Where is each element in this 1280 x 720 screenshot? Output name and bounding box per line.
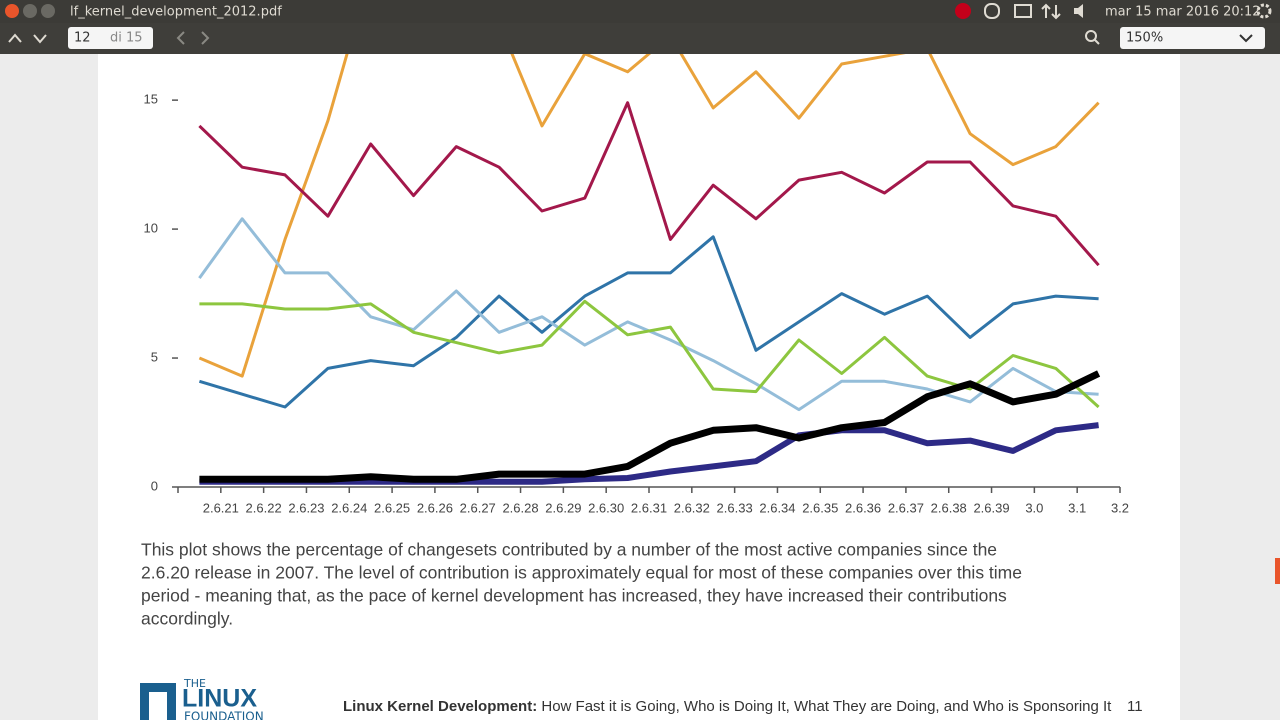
paragraph-line: period - meaning that, as the pace of ke… bbox=[141, 586, 1007, 606]
search-button[interactable] bbox=[1085, 30, 1097, 42]
toolbar bbox=[0, 23, 1280, 54]
x-tick-label: 2.6.28 bbox=[502, 500, 538, 515]
page-number: 12 bbox=[74, 31, 91, 46]
series-line bbox=[199, 370, 1101, 483]
series-line bbox=[199, 299, 1100, 409]
y-tick-label: 15 bbox=[144, 92, 158, 107]
zoom-value: 150% bbox=[1126, 31, 1163, 46]
x-tick-label: 2.6.36 bbox=[845, 500, 881, 515]
x-tick-label: 2.6.22 bbox=[246, 500, 282, 515]
x-tick-label: 2.6.29 bbox=[545, 500, 581, 515]
zoom-select[interactable] bbox=[1120, 27, 1265, 49]
search-button-handle bbox=[1094, 39, 1100, 45]
x-tick-label: 2.6.26 bbox=[417, 500, 453, 515]
footer-title-rest: How Fast it is Going, Who is Doing It, W… bbox=[541, 698, 1112, 715]
series-line bbox=[198, 101, 1100, 267]
logo-bottom: FOUNDATION bbox=[184, 710, 264, 720]
y-tick-label: 10 bbox=[144, 221, 158, 236]
x-tick-label: 2.6.39 bbox=[973, 500, 1009, 515]
y-tick-label: 5 bbox=[151, 349, 158, 364]
series-line bbox=[198, 54, 1100, 378]
x-tick-label: 2.6.35 bbox=[802, 500, 838, 515]
page-count: di 15 bbox=[110, 31, 143, 46]
network-icon[interactable] bbox=[1041, 3, 1061, 20]
x-tick-label: 2.6.38 bbox=[931, 500, 967, 515]
scroll-indicator[interactable] bbox=[1275, 558, 1280, 584]
footer-page-number: 11 bbox=[1127, 698, 1143, 715]
document-text: This plot shows the percentage of change… bbox=[141, 540, 1022, 629]
prev-page-button[interactable] bbox=[8, 33, 22, 43]
x-tick-label: 2.6.21 bbox=[203, 500, 239, 515]
back-button[interactable] bbox=[176, 31, 185, 45]
pdf-page bbox=[98, 54, 1180, 720]
x-tick-label: 2.6.37 bbox=[888, 500, 924, 515]
x-tick-label: 2.6.23 bbox=[288, 500, 324, 515]
settings-icon[interactable] bbox=[1256, 3, 1272, 19]
x-tick-label: 2.6.30 bbox=[588, 500, 624, 515]
tray-icon[interactable] bbox=[955, 3, 971, 19]
x-tick-label: 2.6.32 bbox=[674, 500, 710, 515]
y-tick-label: 0 bbox=[151, 478, 158, 493]
tray-icon[interactable] bbox=[984, 3, 1000, 19]
next-page-button[interactable] bbox=[33, 34, 47, 44]
close-button[interactable] bbox=[5, 4, 19, 18]
series-line bbox=[199, 422, 1099, 485]
x-tick-label: 3.1 bbox=[1068, 500, 1086, 515]
series-line bbox=[198, 235, 1099, 409]
x-tick-label: 2.6.34 bbox=[759, 500, 795, 515]
footer-title: Linux Kernel Development: How Fast it is… bbox=[343, 698, 1112, 715]
chart: 2.6.21 2.6.22 2.6.23 2.6.24 2.6.25 2.6.26 2.6.… bbox=[144, 54, 1129, 515]
logo-top: THE bbox=[183, 677, 206, 690]
minimize-button[interactable] bbox=[23, 4, 37, 18]
x-tick-label: 2.6.24 bbox=[331, 500, 367, 515]
footer-title-bold: Linux Kernel Development: bbox=[343, 698, 537, 715]
x-tick-label: 3.2 bbox=[1111, 500, 1129, 515]
paragraph-line: accordingly. bbox=[141, 609, 233, 629]
tray-icon[interactable] bbox=[1014, 4, 1032, 18]
page-input[interactable] bbox=[68, 27, 153, 49]
x-tick-label: 3.0 bbox=[1025, 500, 1043, 515]
zoom-dropdown-arrow bbox=[1239, 34, 1253, 43]
volume-icon[interactable] bbox=[1074, 4, 1083, 18]
plot-area bbox=[198, 54, 1101, 485]
x-tick-label: 2.6.33 bbox=[717, 500, 753, 515]
logo-main: LINUX bbox=[182, 685, 257, 713]
clock[interactable]: mar 15 mar 2016 20:12 bbox=[1105, 5, 1261, 20]
x-tick-label: 2.6.27 bbox=[460, 500, 496, 515]
paragraph-line: This plot shows the percentage of change… bbox=[141, 540, 997, 560]
window-title: lf_kernel_development_2012.pdf bbox=[70, 5, 282, 20]
x-tick-label: 2.6.25 bbox=[374, 500, 410, 515]
logo-mark-inner bbox=[149, 692, 167, 720]
forward-button[interactable] bbox=[201, 31, 210, 45]
maximize-button[interactable] bbox=[41, 4, 55, 18]
paragraph-line: 2.6.20 release in 2007. The level of con… bbox=[141, 563, 1022, 583]
x-tick-label: 2.6.31 bbox=[631, 500, 667, 515]
